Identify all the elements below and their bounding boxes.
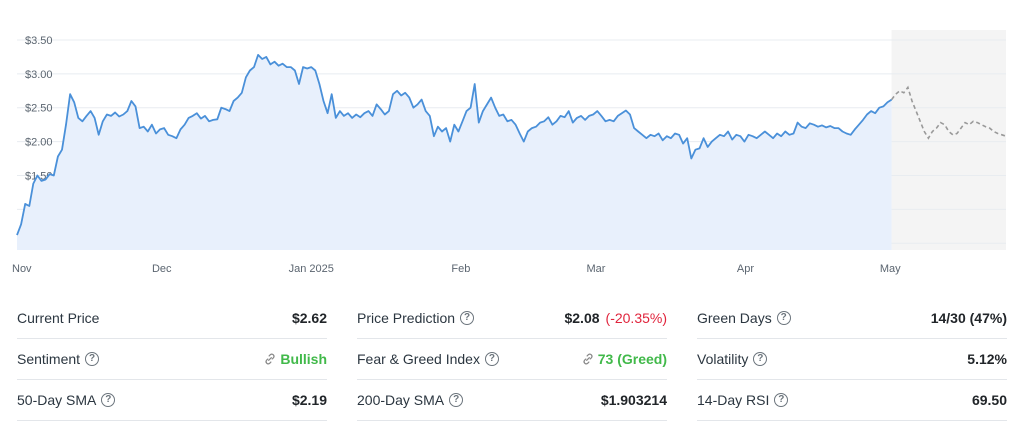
help-icon[interactable]: ?	[484, 352, 499, 366]
sentiment-value[interactable]: Bullish	[280, 351, 327, 367]
price-line	[16, 54, 893, 236]
rsi14-row: 14-Day RSI? 69.50	[697, 380, 1007, 421]
sma200-row: 200-Day SMA? $1.903214	[357, 380, 667, 421]
current-price-row: Current Price $2.62	[17, 298, 327, 339]
prediction-region	[891, 30, 1006, 250]
sma50-row: 50-Day SMA? $2.19	[17, 380, 327, 421]
price-prediction-value: $2.08	[564, 310, 600, 326]
x-tick-label: Jan 2025	[289, 263, 334, 275]
help-icon[interactable]: ?	[753, 352, 768, 366]
sma200-label: 200-Day SMA	[357, 392, 445, 408]
y-tick-label: $3.50	[25, 35, 53, 47]
help-icon[interactable]: ?	[449, 393, 464, 407]
green-days-label: Green Days	[697, 310, 772, 326]
current-price-label: Current Price	[17, 310, 100, 326]
x-tick-label: Apr	[737, 263, 754, 275]
price-prediction-label: Price Prediction	[357, 310, 456, 326]
y-tick-label: $3.00	[25, 69, 53, 81]
green-days-value: 14/30 (47%)	[930, 310, 1007, 326]
x-tick-label: Dec	[152, 263, 172, 275]
green-days-row: Green Days? 14/30 (47%)	[697, 298, 1007, 339]
price-chart: $0.50$1.00$1.50$2.00$2.50$3.00$3.50NovDe…	[12, 30, 1007, 275]
sentiment-row: Sentiment? Bullish	[17, 339, 327, 380]
sma50-label: 50-Day SMA	[17, 392, 97, 408]
volatility-label: Volatility	[697, 351, 749, 367]
link-icon	[265, 353, 275, 365]
fear-greed-row: Fear & Greed Index? 73 (Greed)	[357, 339, 667, 380]
y-tick-label: $2.00	[25, 137, 53, 149]
rsi14-value: 69.50	[971, 392, 1007, 408]
link-icon	[583, 353, 593, 365]
fear-greed-label: Fear & Greed Index	[357, 351, 480, 367]
volatility-value: 5.12%	[967, 351, 1007, 367]
help-icon[interactable]: ?	[85, 352, 100, 366]
help-icon[interactable]: ?	[774, 393, 789, 407]
price-prediction-change: (-20.35%)	[605, 310, 667, 326]
volatility-row: Volatility? 5.12%	[697, 339, 1007, 380]
help-icon[interactable]: ?	[460, 311, 475, 325]
fear-greed-value[interactable]: 73 (Greed)	[597, 351, 667, 367]
x-tick-label: Nov	[12, 263, 32, 275]
stats-column-1: Current Price $2.62 Sentiment? Bullish 5…	[17, 298, 327, 421]
x-tick-label: Feb	[451, 263, 470, 275]
y-tick-label: $2.50	[25, 103, 53, 115]
sma200-value: $1.903214	[600, 392, 667, 408]
x-tick-label: May	[880, 263, 901, 275]
help-icon[interactable]: ?	[776, 311, 791, 325]
sentiment-label: Sentiment	[17, 351, 81, 367]
sma50-value: $2.19	[291, 392, 327, 408]
stats-column-3: Green Days? 14/30 (47%) Volatility? 5.12…	[697, 298, 1007, 421]
price-area	[17, 54, 892, 251]
price-prediction-row: Price Prediction? $2.08 (-20.35%)	[357, 298, 667, 339]
stats-column-2: Price Prediction? $2.08 (-20.35%) Fear &…	[357, 298, 667, 421]
help-icon[interactable]: ?	[101, 393, 116, 407]
rsi14-label: 14-Day RSI	[697, 392, 770, 408]
current-price-value: $2.62	[291, 310, 327, 326]
x-tick-label: Mar	[586, 263, 605, 275]
